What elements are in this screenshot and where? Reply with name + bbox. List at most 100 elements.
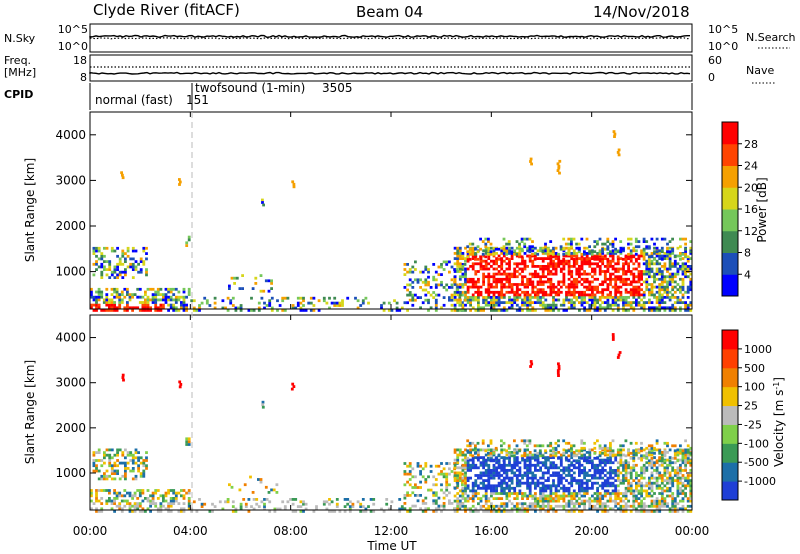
data-pixel [492, 476, 496, 480]
data-pixel [596, 285, 599, 289]
data-pixel [510, 463, 514, 467]
data-pixel [606, 252, 610, 255]
data-pixel [671, 275, 675, 279]
data-pixel [622, 453, 625, 457]
data-pixel [619, 499, 623, 503]
data-pixel [637, 265, 641, 268]
data-pixel [167, 510, 170, 513]
data-pixel [614, 280, 618, 284]
data-pixel [632, 456, 636, 460]
data-pixel [554, 471, 558, 475]
data-pixel [461, 472, 464, 476]
data-pixel [637, 474, 641, 477]
data-pixel [141, 491, 145, 495]
data-pixel [593, 257, 597, 261]
data-pixel [572, 257, 576, 261]
data-pixel [671, 469, 675, 472]
data-pixel [474, 296, 478, 299]
data-pixel [570, 449, 573, 453]
data-pixel [479, 306, 483, 310]
data-pixel [414, 293, 417, 297]
data-pixel [534, 296, 537, 299]
data-pixel [529, 160, 532, 163]
data-pixel [518, 502, 522, 506]
data-pixel [515, 502, 519, 506]
data-pixel [658, 463, 662, 467]
data-pixel [518, 246, 522, 250]
data-pixel [663, 471, 667, 475]
data-pixel [557, 489, 561, 493]
data-pixel [603, 275, 607, 279]
data-pixel [528, 456, 532, 459]
data-pixel [629, 255, 633, 259]
data-pixel [528, 280, 532, 284]
data-pixel [97, 249, 101, 253]
data-pixel [445, 475, 449, 479]
data-pixel [131, 467, 135, 470]
data-pixel [570, 510, 574, 513]
data-pixel [650, 504, 654, 508]
data-pixel [562, 301, 566, 304]
data-pixel [528, 461, 532, 465]
data-pixel [606, 476, 610, 480]
data-pixel [531, 254, 535, 258]
data-pixel [549, 272, 553, 276]
data-pixel [619, 246, 623, 250]
data-pixel [645, 280, 649, 284]
data-pixel [559, 290, 563, 294]
data-pixel [487, 262, 491, 266]
data-pixel [259, 274, 263, 277]
data-pixel [648, 283, 651, 286]
data-pixel [456, 288, 460, 292]
colorbar-segment [722, 481, 738, 501]
data-pixel [611, 265, 615, 268]
data-pixel [92, 453, 96, 457]
data-pixel [679, 479, 682, 482]
data-pixel [635, 303, 638, 307]
data-pixel [145, 459, 148, 462]
data-pixel [315, 505, 318, 508]
data-pixel [510, 507, 514, 511]
data-pixel [291, 502, 295, 506]
data-pixel [686, 275, 690, 279]
data-pixel [653, 306, 656, 310]
data-pixel [570, 451, 574, 454]
data-pixel [497, 257, 501, 261]
data-pixel [575, 481, 579, 485]
data-pixel [606, 259, 610, 263]
data-pixel [167, 303, 170, 307]
data-pixel [474, 252, 477, 256]
data-pixel [588, 265, 592, 268]
data-pixel [642, 502, 646, 506]
data-pixel [645, 259, 649, 263]
data-pixel [526, 303, 529, 307]
data-pixel [487, 481, 491, 485]
data-pixel [131, 268, 135, 271]
data-pixel [551, 255, 555, 259]
data-pixel [650, 275, 654, 279]
data-pixel [554, 484, 558, 488]
data-pixel [632, 494, 636, 498]
data-pixel [490, 285, 493, 289]
data-pixel [609, 469, 612, 472]
data-pixel [482, 265, 485, 268]
data-pixel [609, 252, 612, 255]
data-pixel [464, 283, 467, 286]
data-pixel [536, 257, 540, 260]
data-pixel [539, 257, 542, 260]
data-pixel [541, 265, 545, 268]
data-pixel [676, 484, 680, 488]
data-pixel [585, 489, 589, 493]
data-pixel [508, 301, 511, 304]
data-pixel [141, 489, 145, 492]
data-pixel [121, 270, 125, 274]
data-pixel [492, 309, 496, 312]
data-pixel [653, 277, 656, 281]
data-pixel [169, 510, 173, 513]
data-pixel [671, 492, 675, 495]
data-pixel [635, 499, 638, 503]
data-pixel [660, 504, 664, 508]
data-pixel [611, 240, 615, 243]
data-pixel [526, 277, 529, 281]
data-pixel [154, 303, 158, 307]
